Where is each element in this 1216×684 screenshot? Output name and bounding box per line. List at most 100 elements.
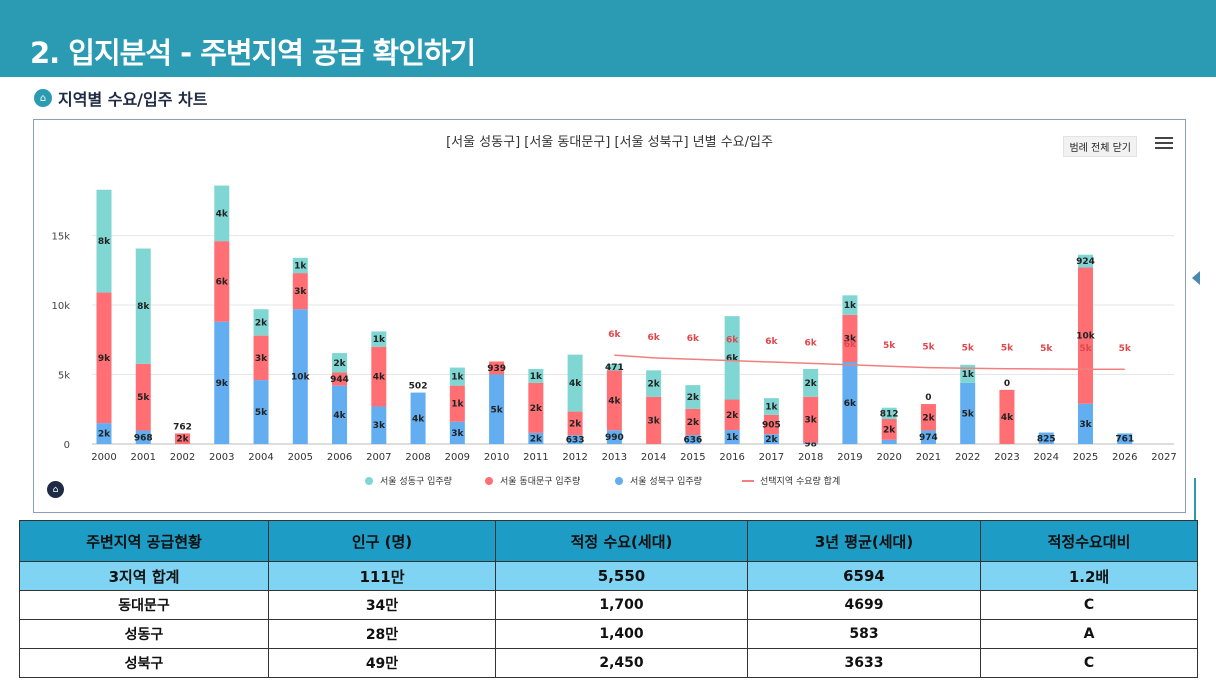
table-cell: 1,400 <box>495 619 748 649</box>
legend-label: 선택지역 수요량 합계 <box>760 475 840 487</box>
bar-segment <box>685 385 701 409</box>
data-label: 3k <box>1079 420 1092 430</box>
y-tick-label: 5k <box>58 371 70 382</box>
bar-segment <box>253 309 269 336</box>
data-label: 990 <box>605 433 624 443</box>
page-header: 2. 입지분석 - 주변지역 공급 확인하기 <box>0 0 1216 77</box>
bar-segment <box>332 372 348 386</box>
bar-segment <box>881 439 897 444</box>
x-tick-label: 2007 <box>366 452 391 463</box>
data-label: 4k <box>569 379 582 389</box>
data-label: 633 <box>566 436 585 446</box>
bar-segment <box>135 363 151 431</box>
table-cell: 49만 <box>268 648 496 678</box>
x-tick-label: 2009 <box>445 452 470 463</box>
data-label: 968 <box>134 433 153 443</box>
line-data-label: 6k <box>844 340 857 350</box>
data-label: 2k <box>530 404 543 414</box>
data-label: 0 <box>925 393 931 403</box>
data-label: 2k <box>726 411 739 421</box>
bar-segment <box>371 331 387 347</box>
data-label: 10k <box>1076 332 1096 342</box>
data-label: 812 <box>880 409 899 419</box>
bar-segment <box>332 385 348 444</box>
data-label: 3k <box>844 334 857 344</box>
data-label: 6k <box>844 399 857 409</box>
x-tick-label: 2020 <box>876 452 901 463</box>
bar-segment <box>528 432 544 444</box>
table-cell: C <box>980 648 1198 678</box>
data-label: 3k <box>451 429 464 439</box>
x-tick-label: 2008 <box>405 452 430 463</box>
bar-segment <box>842 295 858 315</box>
bar-segment <box>567 435 583 444</box>
data-label: 502 <box>409 382 428 392</box>
bar-segment <box>449 385 465 422</box>
data-label: 939 <box>487 364 506 374</box>
table-header-cell: 적정 수요(세대) <box>495 520 748 562</box>
y-tick-label: 0 <box>64 440 70 451</box>
table-cell: 1,700 <box>495 590 748 620</box>
data-label: 2k <box>805 379 818 389</box>
bar-segment <box>214 241 230 322</box>
table-cell: 3지역 합계 <box>19 561 269 591</box>
data-label: 944 <box>330 375 349 385</box>
data-label: 4k <box>412 414 425 424</box>
data-label: 762 <box>173 422 192 432</box>
bar-segment <box>724 430 740 444</box>
data-label: 2k <box>530 434 543 444</box>
hamburger-menu-icon[interactable] <box>1155 137 1173 150</box>
table-cell: 성북구 <box>19 648 269 678</box>
x-tick-label: 2011 <box>523 452 548 463</box>
data-label: 4k <box>608 396 621 406</box>
data-label: 2k <box>255 318 268 328</box>
collapse-arrow-icon[interactable] <box>1192 271 1200 285</box>
bar-segment <box>253 335 269 381</box>
data-label: 0 <box>1004 379 1010 389</box>
data-label: 2k <box>687 393 700 403</box>
data-label: 3k <box>294 287 307 297</box>
data-label: 1k <box>294 261 307 271</box>
data-label: 825 <box>1037 434 1056 444</box>
x-tick-label: 2027 <box>1151 452 1176 463</box>
bar-segment <box>920 430 936 444</box>
legend-toggle-button[interactable]: 범례 전체 닫기 <box>1063 136 1137 157</box>
table-cell: 4699 <box>747 590 981 620</box>
section-heading: ⌂ 지역별 수요/입주 차트 <box>34 86 207 110</box>
x-tick-label: 2012 <box>562 452 587 463</box>
chart-title: [서울 성동구] [서울 동대문구] [서울 성북구] 년별 수요/입주 <box>446 135 773 150</box>
x-tick-label: 2017 <box>759 452 784 463</box>
x-tick-label: 2004 <box>248 452 273 463</box>
bar-segment <box>292 273 308 310</box>
table-cell: C <box>980 590 1198 620</box>
x-tick-label: 2006 <box>327 452 352 463</box>
bar-segment <box>214 321 230 444</box>
table-cell: 111만 <box>268 561 496 591</box>
data-label: 2k <box>765 435 778 445</box>
bar-segment <box>803 368 819 397</box>
data-label: 3k <box>255 354 268 364</box>
x-tick-label: 2022 <box>955 452 980 463</box>
chart-svg: 0 5k 10k 15k 2000 2001 2002 2003 2004 2005 2006 200… <box>51 185 1177 487</box>
bar-segment <box>763 414 779 435</box>
x-tick-label: 2014 <box>641 452 666 463</box>
data-label: 2k <box>98 430 111 440</box>
home-icon: ⌂ <box>34 89 52 107</box>
bar-segment <box>803 442 819 444</box>
data-label: 2k <box>176 435 189 445</box>
bar-segment <box>881 407 897 419</box>
bar-segment <box>528 382 544 433</box>
table-cell: 1.2배 <box>980 561 1198 591</box>
y-tick-label: 15k <box>51 232 70 243</box>
line-data-label: 5k <box>1001 344 1014 354</box>
bar-segment <box>646 396 662 444</box>
data-label: 636 <box>683 436 702 446</box>
bar-segment <box>292 257 308 274</box>
data-label: 8k <box>98 237 111 247</box>
bar-segment <box>763 434 779 444</box>
bar-segment <box>410 392 426 444</box>
bar-segment <box>175 433 191 444</box>
data-label: 6k <box>216 277 229 287</box>
x-tick-label: 2016 <box>719 452 744 463</box>
data-label: 905 <box>762 421 781 431</box>
